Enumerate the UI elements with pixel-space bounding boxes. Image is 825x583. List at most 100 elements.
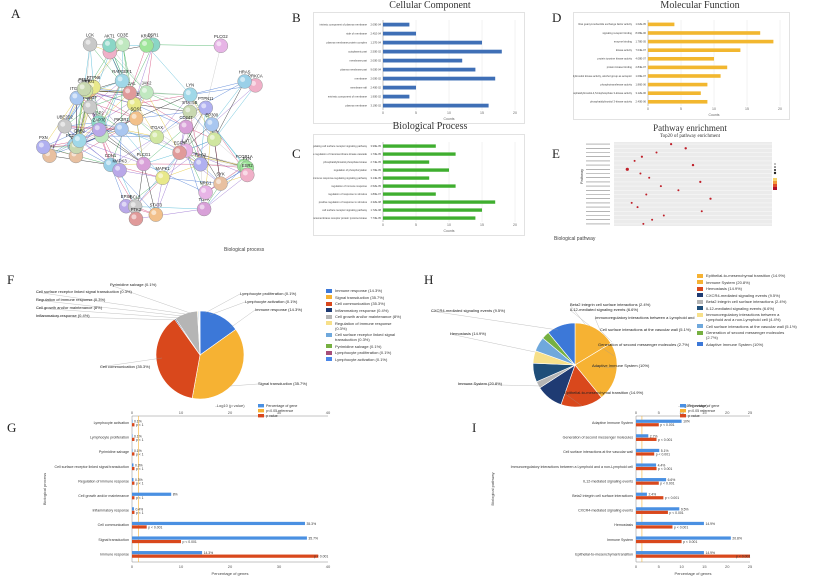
cc-bar-chart: 0 5 10 15 20 Counts intrinsic component of pla… [320,20,517,121]
network-edge [211,85,256,125]
pathway-dot [640,155,643,158]
h_pie-callout-leader [430,310,559,331]
g_bars-category-label: Lymphocyte proliferation [90,436,129,440]
g_bars-top-tick: 10 [179,410,184,415]
panel-a-letter: A [11,6,21,21]
f_pie-callout-leader [229,309,256,329]
i_bars-top-tick: 5 [658,410,661,415]
cc-pvalue-label: 2.50E-02 [370,49,381,53]
bp-bar [383,152,456,156]
network-node-circle [57,119,72,134]
mf-category-label: phosphatidylinositol kinase activity, al… [573,74,632,78]
mf-category-label: signaling receptor binding [602,31,632,35]
i_bars-pct-bar [636,492,647,496]
bp-section-label: Biological process [224,247,265,253]
pathway-dot [645,193,648,196]
network-node-circle [139,85,154,100]
g_bars-p-bar [132,554,319,558]
network-edge [162,139,215,178]
g_bars-bottom-tick: 10 [179,564,184,569]
g_bars-p-bar [132,452,135,456]
bp-category-label: regulation of response to stimulus [328,192,367,196]
network-edge [143,126,187,165]
g_bars-pct-label: 0.4% [135,507,143,511]
pathway-dot [636,206,639,209]
network-edge [129,92,187,128]
network-node-highlight [117,76,123,82]
mf-title: Molecular Function [660,0,740,11]
h_pie-callout-leader [449,333,536,353]
mf-bar [648,91,701,95]
network-node: PXN [36,135,51,155]
i_bars-p-label: p < 0.001 [660,423,674,427]
cc-category-label: membrane [355,76,368,80]
network-node: RAC2 [193,152,208,172]
pathway-dot [700,210,703,213]
cc-bar [383,76,496,81]
cc-bar [383,94,410,99]
pathway-dot [684,147,687,150]
legend-label: Hemostasis (14.9%) [706,286,743,291]
g_bars-p-label: p < 0.001 [148,525,162,529]
network-node-label: STAT5B [182,100,197,105]
g_bars-top-tick: 40 [326,410,331,415]
bp-category-label: transmembrane receptor protein tyrosine … [313,216,368,220]
mf-category-label: kinase activity [616,48,633,52]
legend-entry: Lymphocyte proliferation (0.1%) [326,350,402,355]
i_bars-category-label: CXCR4-mediated signaling events [578,509,633,513]
f_pie-callout-leader [229,383,259,387]
network-node: HBEGF [83,95,98,115]
legend-entry: Inflammatory response (0.4%) [326,308,402,313]
network-node-highlight [106,160,112,166]
network-edge [146,92,180,153]
g_bars-bottom-tick: 40 [326,564,331,569]
cc-pvalue-label: 2.00E-02 [370,76,381,80]
panel-b-letter: B [292,10,301,25]
i_bars-y-axis-label: Biological pathway [490,472,495,505]
cc-tick-label: 15 [480,111,484,115]
f-pie-chart: Pyrimidine salvage (0.1%) Cell surface re… [35,282,308,400]
network-edge [162,177,221,184]
network-node-label: SYK [216,172,225,177]
g_bars-pct-label: 8% [173,493,178,497]
network-edge [75,129,122,157]
mf-bar [648,39,774,44]
legend-entry: Cell growth and/or maintenance (8%) [326,314,402,319]
pathway-legend-color [773,178,777,181]
legend-entry: Signal transduction (35.7%) [326,295,402,300]
i_bars-p-label: p < 0.001 [736,555,750,559]
network-edge [101,135,144,165]
g_bars-top-tick: 0 [131,410,134,415]
bp-bar [383,216,476,220]
network-node: AKT1 [102,33,117,53]
network-node-label: PLCG1 [137,152,151,157]
network-edge [136,111,190,119]
i_bars-legend-label: Percentage of gene [688,404,719,408]
network-edge [146,92,190,113]
mf-bar [648,56,714,61]
network-node-circle [82,37,98,52]
legend-label: Immune response (14.3%) [335,288,383,293]
network-edge [99,129,157,138]
network-node-circle [148,207,164,222]
mf-tick-label: 20 [778,107,782,111]
network-edge [190,94,215,140]
legend-entry: Cell communication (35.3%) [326,301,402,306]
network-node-label: LCK [86,32,94,37]
pathway-legend-color [773,187,777,190]
legend-swatch [697,306,703,310]
network-nodes: UBE2D2LATFCGR3AFCGR1AERRFI1EPS8CBLBLCP2I… [36,32,263,227]
network-node: PLCG1 [136,152,151,172]
panel-f-letter: F [7,272,15,287]
g_bars-bottom-axis-label: Percentage of genes [212,571,249,576]
bp-bar [383,144,436,148]
f_pie-callout-leader [99,357,163,368]
cc-category-label: extrinsic component of membrane [328,94,368,98]
network-edge [135,206,205,210]
mf-bar [648,99,708,104]
legend-entry: Adaptive Immune System (10%) [697,342,797,347]
network-node-highlight [250,80,256,86]
network-node-highlight [142,40,148,46]
cc-title: Cellular Component [389,0,471,11]
network-node-circle [36,139,51,155]
